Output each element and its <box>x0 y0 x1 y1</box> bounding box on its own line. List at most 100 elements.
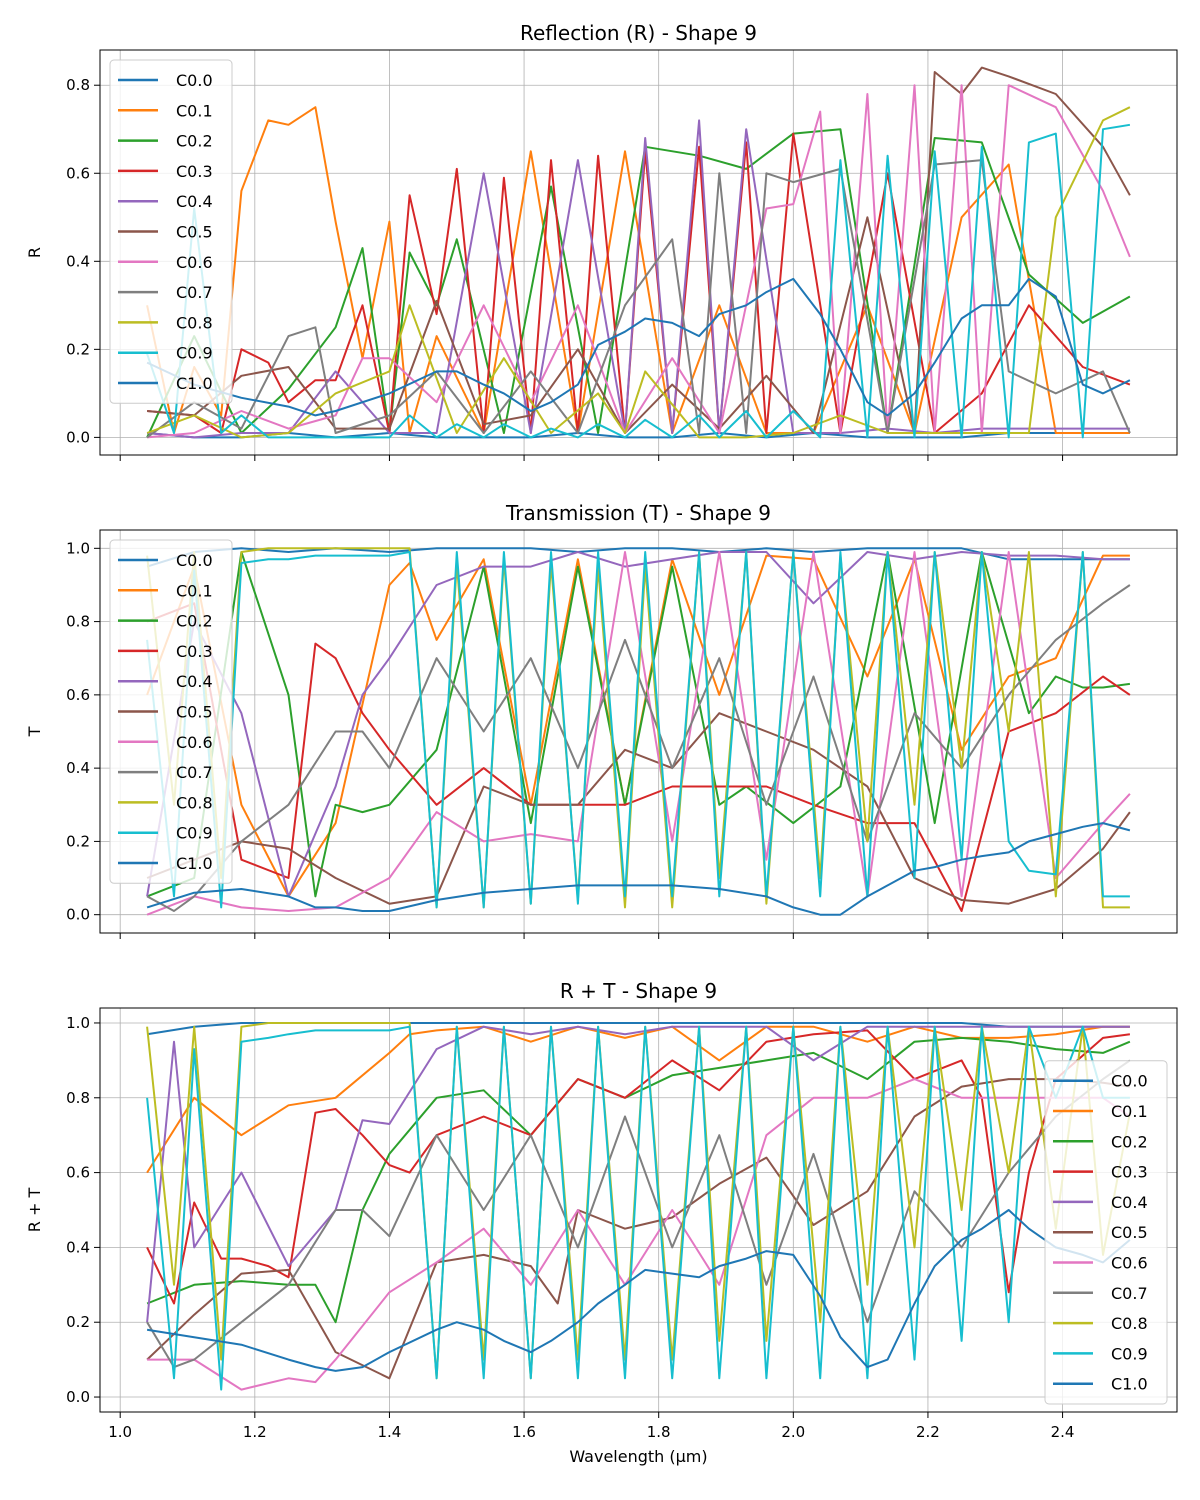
legend-label: C1.0 <box>176 854 213 873</box>
legend-label: C1.0 <box>1111 1375 1148 1394</box>
panel-3: 1.0 1.2 1.4 1.6 1.8 2.0 2.2 2.4 0.0 0.2 0.4 0.6 0.8 1… <box>25 979 1178 1466</box>
legend: C0.0 C0.1 C0.2 C0.3 C0.4 C0.5 C0.6 C0.7 C0.8 C0.9… <box>109 59 233 404</box>
y-tick-label: 0.4 <box>66 252 90 270</box>
y-axis-label: R <box>25 247 44 258</box>
legend-label: C0.4 <box>176 192 213 211</box>
y-tick-label: 0.6 <box>66 686 90 704</box>
y-tick-label: 0.0 <box>66 428 90 446</box>
legend-label: C0.1 <box>176 581 213 600</box>
series-line-C0-1 <box>146 1025 1130 1174</box>
series-line-C1-0 <box>146 277 1131 417</box>
axes-frame <box>99 1007 1178 1413</box>
legend-label: C0.7 <box>1111 1284 1148 1303</box>
series-line-C0-0 <box>147 432 1130 439</box>
y-axis-label: R + T <box>25 1188 44 1233</box>
x-tick-label: 2.2 <box>916 1423 940 1441</box>
chart-title: Reflection (R) - Shape 9 <box>520 21 757 45</box>
y-tick-label: 1.0 <box>66 539 90 557</box>
legend-label: C0.3 <box>176 642 213 661</box>
legend-label: C0.9 <box>176 824 213 843</box>
series-line-C0-1 <box>146 106 1130 434</box>
x-tick-label: 2.4 <box>1051 1423 1075 1441</box>
chart-title: R + T - Shape 9 <box>560 979 717 1003</box>
legend-label: C0.5 <box>176 703 213 722</box>
series-line-C0-3 <box>146 602 1131 912</box>
legend-label: C0.8 <box>176 793 213 812</box>
legend-label: C0.7 <box>176 283 213 302</box>
series-line-C0-3 <box>146 1029 1131 1305</box>
legend-label: C0.0 <box>176 551 213 570</box>
series-line-C0-7 <box>146 159 1131 439</box>
y-tick-label: 0.4 <box>66 759 90 777</box>
y-tick-label: 1.0 <box>66 1014 90 1032</box>
series-line-C0-8 <box>146 106 1131 439</box>
series-line-C0-9 <box>146 551 1130 909</box>
x-tick-label: 1.4 <box>378 1423 402 1441</box>
legend-label: C0.1 <box>1111 1102 1148 1121</box>
legend-label: C0.0 <box>1111 1072 1148 1091</box>
y-tick-label: 0.2 <box>66 340 90 358</box>
legend-label: C0.5 <box>1111 1223 1148 1242</box>
legend-label: C0.6 <box>176 733 213 752</box>
x-tick-label: 2.0 <box>781 1423 805 1441</box>
legend-label: C0.4 <box>176 672 213 691</box>
panel-1: 0.0 0.2 0.4 0.6 0.8 Reflection (R) - Shape 9 R… <box>25 21 1178 461</box>
series-line-C0-9 <box>146 123 1131 439</box>
series-line-C0-6 <box>147 84 1131 439</box>
series-group <box>146 547 1131 916</box>
y-tick-label: 0.4 <box>66 1238 90 1256</box>
legend-label: C0.2 <box>1111 1132 1148 1151</box>
legend: C0.0 C0.1 C0.2 C0.3 C0.4 C0.5 C0.6 C0.7 C0.8 C0.9… <box>109 539 233 884</box>
axes-frame <box>99 49 1178 456</box>
chart-title: Transmission (T) - Shape 9 <box>505 501 771 525</box>
series-line-C0-7 <box>146 584 1131 912</box>
legend-label: C0.7 <box>176 763 213 782</box>
legend-box <box>109 59 233 404</box>
series-line-C0-2 <box>146 128 1131 438</box>
x-tick-label: 1.0 <box>108 1423 132 1441</box>
legend-box <box>1044 1060 1168 1405</box>
y-tick-label: 0.6 <box>66 1164 90 1182</box>
legend-label: C0.8 <box>176 313 213 332</box>
y-tick-label: 0.8 <box>66 1089 90 1107</box>
y-tick-label: 0.2 <box>66 1313 90 1331</box>
series-line-C0-6 <box>146 551 1131 916</box>
y-tick-label: 0.0 <box>66 906 90 924</box>
series-line-C1-0 <box>146 822 1131 916</box>
legend-label: C0.2 <box>176 612 213 631</box>
series-line-C0-4 <box>146 1025 1130 1323</box>
legend-label: C1.0 <box>176 374 213 393</box>
y-axis-label: T <box>25 726 44 737</box>
series-line-C0-5 <box>146 712 1131 905</box>
y-tick-label: 0.0 <box>66 1388 90 1406</box>
legend-label: C0.6 <box>176 253 213 272</box>
legend-label: C0.3 <box>1111 1163 1148 1182</box>
legend-label: C0.6 <box>1111 1254 1148 1273</box>
y-tick-label: 0.2 <box>66 832 90 850</box>
series-line-C1-0 <box>146 1209 1131 1372</box>
series-line-C0-2 <box>146 551 1131 898</box>
series-group <box>146 1022 1131 1391</box>
legend-label: C0.1 <box>176 101 213 120</box>
legend-label: C0.4 <box>1111 1193 1148 1212</box>
series-line-C0-9 <box>146 1025 1130 1391</box>
series-line-C0-4 <box>146 551 1130 898</box>
panel-2: 0.0 0.2 0.4 0.6 0.8 1.0 Transmission (T) - Sha… <box>25 501 1178 939</box>
x-axis-label: Wavelength (µm) <box>569 1447 707 1466</box>
legend-box <box>109 539 233 884</box>
series-group <box>146 66 1131 439</box>
legend-label: C0.8 <box>1111 1314 1148 1333</box>
legend-label: C0.5 <box>176 223 213 242</box>
y-tick-label: 0.6 <box>66 164 90 182</box>
legend-label: C0.2 <box>176 132 213 151</box>
legend-label: C0.9 <box>176 344 213 363</box>
legend-label: C0.3 <box>176 162 213 181</box>
legend-label: C0.9 <box>1111 1344 1148 1363</box>
y-tick-label: 0.8 <box>66 76 90 94</box>
x-tick-label: 1.2 <box>243 1423 267 1441</box>
y-tick-label: 0.8 <box>66 613 90 631</box>
legend: C0.0 C0.1 C0.2 C0.3 C0.4 C0.5 C0.6 C0.7 C0.8 C0.9… <box>1044 1060 1168 1405</box>
x-tick-label: 1.6 <box>512 1423 536 1441</box>
legend-label: C0.0 <box>176 71 213 90</box>
